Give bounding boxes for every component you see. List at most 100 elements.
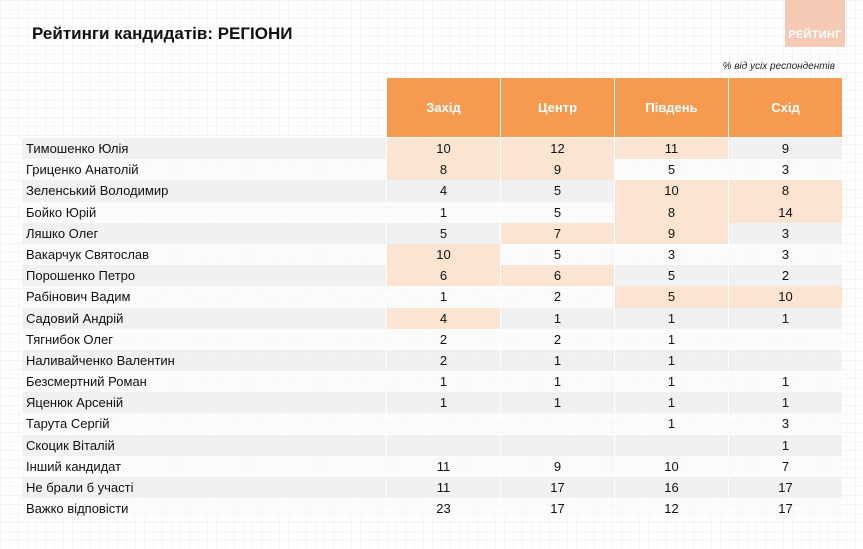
ratings-table: Захід Центр Південь Схід Тимошенко Юлія 1… — [22, 78, 842, 520]
value-cell: 1 — [501, 371, 614, 393]
value-cell: 4 — [387, 180, 500, 202]
value-cell: 5 — [501, 180, 614, 202]
value-cell: 2 — [501, 328, 614, 350]
value-cell: 1 — [615, 392, 728, 414]
candidate-name: Вакарчук Святослав — [22, 243, 386, 266]
table-row: Скоцик Віталій 1 — [22, 434, 842, 456]
value-cell: 1 — [729, 371, 842, 393]
header-south: Південь — [615, 78, 728, 137]
value-cell: 1 — [387, 371, 500, 393]
value-cell: 23 — [387, 498, 500, 520]
value-cell: 1 — [615, 349, 728, 372]
value-cell: 2 — [387, 349, 500, 372]
value-cell: 17 — [501, 498, 614, 520]
table-row: Тягнибок Олег 2 2 1 — [22, 328, 842, 350]
value-cell: 3 — [729, 159, 842, 181]
value-cell: 5 — [615, 265, 728, 287]
candidate-name: Зеленський Володимир — [22, 180, 386, 202]
value-cell: 10 — [729, 286, 842, 308]
table-row: Безсмертний Роман 1 1 1 1 — [22, 371, 842, 393]
value-cell: 14 — [729, 201, 842, 223]
value-cell: 5 — [615, 159, 728, 181]
table-row: Інший кандидат 11 9 10 7 — [22, 455, 842, 477]
table-row: Наливайченко Валентин 2 1 1 — [22, 349, 842, 372]
value-cell: 4 — [387, 307, 500, 329]
table-row: Порошенко Петро 6 6 5 2 — [22, 265, 842, 287]
table-body: Тимошенко Юлія 10 12 11 9 Гриценко Анатолій 8 9… — [22, 138, 842, 520]
value-cell: 3 — [729, 222, 842, 244]
value-cell: 9 — [501, 159, 614, 181]
value-cell: 9 — [501, 455, 614, 477]
value-cell: 11 — [387, 477, 500, 499]
value-cell: 1 — [729, 434, 842, 456]
value-cell: 1 — [387, 201, 500, 223]
candidate-name: Наливайченко Валентин — [22, 349, 386, 372]
table-row: Ляшко Олег 5 7 9 3 — [22, 222, 842, 244]
value-cell — [501, 434, 614, 456]
value-cell: 5 — [501, 201, 614, 223]
value-cell — [729, 328, 842, 350]
table-header: Захід Центр Південь Схід — [22, 78, 842, 137]
value-cell: 17 — [729, 498, 842, 520]
value-cell: 7 — [729, 455, 842, 477]
table-row: Бойко Юрій 1 5 8 14 — [22, 201, 842, 223]
value-cell — [615, 434, 728, 456]
value-cell: 8 — [615, 201, 728, 223]
value-cell: 9 — [729, 138, 842, 160]
value-cell — [387, 413, 500, 435]
value-cell: 6 — [501, 265, 614, 287]
candidate-name: Рабінович Вадим — [22, 286, 386, 308]
value-cell: 1 — [615, 371, 728, 393]
value-cell: 10 — [387, 138, 500, 160]
table-row: Рабінович Вадим 1 2 5 10 — [22, 286, 842, 308]
value-cell: 2 — [729, 265, 842, 287]
value-cell: 1 — [729, 307, 842, 329]
value-cell: 9 — [615, 222, 728, 244]
table-row: Вакарчук Святослав 10 5 3 3 — [22, 243, 842, 266]
value-cell: 16 — [615, 477, 728, 499]
logo-text: РЕЙТИНГ — [788, 29, 842, 41]
candidate-name: Тягнибок Олег — [22, 328, 386, 350]
value-cell: 2 — [387, 328, 500, 350]
value-cell: 1 — [615, 413, 728, 435]
table-row: Яценюк Арсеній 1 1 1 1 — [22, 392, 842, 414]
table-row: Тарута Сергій 1 3 — [22, 413, 842, 435]
value-cell: 17 — [501, 477, 614, 499]
value-cell: 1 — [387, 392, 500, 414]
table-row: Зеленський Володимир 4 5 10 8 — [22, 180, 842, 202]
candidate-name: Важко відповісти — [22, 498, 386, 520]
header-east: Схід — [729, 78, 842, 137]
candidate-name: Скоцик Віталій — [22, 434, 386, 456]
value-cell: 8 — [729, 180, 842, 202]
value-cell: 11 — [615, 138, 728, 160]
value-cell: 1 — [501, 392, 614, 414]
table-row: Важко відповісти 23 17 12 17 — [22, 498, 842, 520]
header-spacer — [22, 78, 386, 137]
value-cell: 7 — [501, 222, 614, 244]
rating-logo: РЕЙТИНГ — [785, 0, 845, 47]
value-cell: 6 — [387, 265, 500, 287]
value-cell — [501, 413, 614, 435]
value-cell — [387, 434, 500, 456]
header-center: Центр — [501, 78, 614, 137]
value-cell: 2 — [501, 286, 614, 308]
page-title: Рейтинги кандидатів: РЕГІОНИ — [32, 24, 293, 43]
value-cell: 1 — [387, 286, 500, 308]
candidate-name: Бойко Юрій — [22, 201, 386, 223]
value-cell: 5 — [387, 222, 500, 244]
value-cell: 10 — [387, 243, 500, 266]
value-cell: 1 — [615, 307, 728, 329]
value-cell: 3 — [729, 413, 842, 435]
candidate-name: Тарута Сергій — [22, 413, 386, 435]
value-cell — [729, 349, 842, 372]
value-cell: 17 — [729, 477, 842, 499]
value-cell: 1 — [501, 307, 614, 329]
candidate-name: Порошенко Петро — [22, 265, 386, 287]
candidate-name: Тимошенко Юлія — [22, 138, 386, 160]
value-cell: 3 — [615, 243, 728, 266]
candidate-name: Ляшко Олег — [22, 222, 386, 244]
value-cell: 8 — [387, 159, 500, 181]
value-cell: 1 — [615, 328, 728, 350]
value-cell: 5 — [501, 243, 614, 266]
value-cell: 10 — [615, 455, 728, 477]
